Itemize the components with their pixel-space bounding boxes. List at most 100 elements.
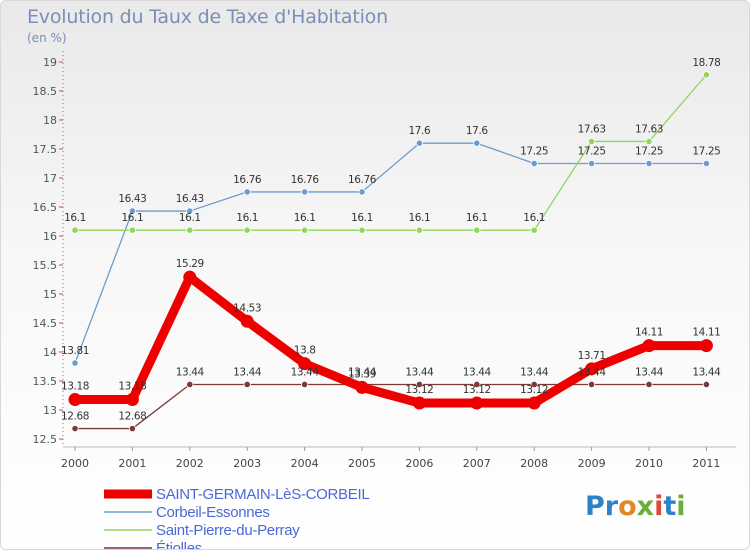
data-point — [128, 207, 136, 215]
legend-swatch-etiolles — [104, 547, 152, 549]
data-point — [243, 226, 251, 234]
data-point — [415, 139, 423, 147]
data-label: 16.43 — [176, 193, 204, 205]
data-point — [473, 226, 481, 234]
x-tick-label: 2000 — [61, 457, 89, 470]
data-label: 13.44 — [692, 366, 721, 378]
data-label: 13.81 — [61, 345, 89, 357]
data-point — [587, 137, 596, 146]
data-point — [702, 71, 711, 79]
data-label: 12.68 — [118, 411, 146, 423]
x-tick-label: 2010 — [635, 457, 663, 470]
x-tick-label: 2003 — [233, 457, 261, 470]
data-point — [530, 226, 538, 234]
data-label: 13.44 — [520, 366, 549, 378]
proxiti-logo: Proxiti — [585, 491, 686, 522]
data-label: 16.1 — [409, 212, 431, 224]
data-label: 16.43 — [118, 193, 146, 205]
y-tick-label: 17 — [43, 172, 57, 185]
data-point — [71, 424, 79, 433]
data-point — [128, 226, 136, 234]
data-point — [473, 380, 481, 389]
data-label: 16.76 — [348, 174, 377, 186]
data-point — [358, 188, 366, 196]
data-point — [415, 226, 423, 234]
data-label: 13.18 — [118, 381, 146, 393]
data-label: 13.44 — [176, 366, 205, 378]
data-label: 16.1 — [236, 212, 258, 224]
data-point — [702, 380, 711, 389]
legend-item: Étiolles — [104, 539, 369, 550]
series-line-0 — [70, 272, 711, 408]
data-point — [470, 396, 484, 410]
data-label: 13.12 — [405, 384, 433, 396]
data-point — [412, 396, 426, 410]
data-label: 14.53 — [233, 302, 261, 314]
data-point — [128, 424, 136, 433]
legend-swatch-saint-pierre — [104, 529, 152, 531]
series-line-3 — [74, 383, 708, 430]
data-label: 16.76 — [233, 174, 262, 186]
data-point — [300, 188, 309, 196]
data-point — [530, 159, 538, 168]
legend-label: Étiolles — [156, 539, 202, 550]
data-point — [186, 380, 194, 389]
data-point — [298, 357, 312, 371]
x-tick-label: 2005 — [348, 457, 376, 470]
series-line-1 — [74, 142, 708, 364]
data-point — [243, 380, 251, 389]
data-point — [645, 159, 653, 168]
legend-label: Corbeil-Essonnes — [156, 503, 270, 521]
data-label: 13.8 — [294, 345, 316, 357]
data-label: 16.1 — [64, 212, 86, 224]
x-tick-label: 2006 — [405, 457, 433, 470]
x-tick-label: 2011 — [692, 457, 720, 470]
data-point — [68, 393, 82, 407]
x-tick-label: 2009 — [578, 457, 606, 470]
data-label: 17.25 — [578, 146, 606, 158]
y-tick-label: 18 — [43, 114, 57, 127]
data-label: 13.44 — [291, 366, 320, 378]
data-label: 16.1 — [351, 212, 373, 224]
data-point — [587, 380, 596, 389]
data-label: 16.1 — [466, 212, 488, 224]
data-point — [125, 393, 139, 407]
data-label: 14.11 — [692, 327, 720, 339]
y-tick-label: 14.5 — [33, 317, 58, 330]
data-point — [243, 188, 251, 196]
data-point — [527, 396, 541, 410]
chart-subtitle: (en %) — [27, 31, 67, 45]
data-label: 13.39 — [348, 368, 376, 380]
data-label: 17.25 — [635, 146, 663, 158]
data-labels: 12.68 12.68 13.44 13.44 13.44 13.44 13.44 13.44… — [61, 57, 722, 423]
y-tick-label: 16.5 — [33, 201, 58, 214]
x-tick-label: 2004 — [291, 457, 319, 470]
data-label: 13.44 — [348, 366, 377, 378]
data-label: 17.6 — [466, 125, 488, 137]
legend: SAINT-GERMAIN-LèS-CORBEIL Corbeil-Essonn… — [104, 485, 370, 550]
data-label: 16.1 — [294, 212, 316, 224]
y-tick-label: 17.5 — [33, 143, 58, 156]
x-tick-label: 2001 — [118, 457, 146, 470]
data-label: 14.11 — [635, 327, 663, 339]
data-label: 17.63 — [635, 123, 663, 135]
data-label: 18.78 — [692, 57, 720, 69]
series-line-2 — [74, 74, 708, 231]
legend-label: SAINT-GERMAIN-LèS-CORBEIL — [156, 485, 370, 503]
data-label: 13.18 — [61, 381, 89, 393]
data-point — [186, 207, 194, 215]
data-point — [645, 380, 653, 389]
legend-item: SAINT-GERMAIN-LèS-CORBEIL — [104, 485, 370, 503]
data-point — [300, 380, 309, 389]
data-label: 17.25 — [520, 146, 548, 158]
data-label: 13.44 — [578, 366, 607, 378]
y-tick-label: 19 — [43, 56, 57, 69]
data-point — [71, 359, 79, 367]
y-tick-label: 13 — [43, 404, 57, 417]
data-label: 16.1 — [179, 212, 201, 224]
data-point — [355, 380, 369, 394]
data-label: 16.1 — [122, 212, 144, 224]
data-point — [300, 226, 309, 234]
